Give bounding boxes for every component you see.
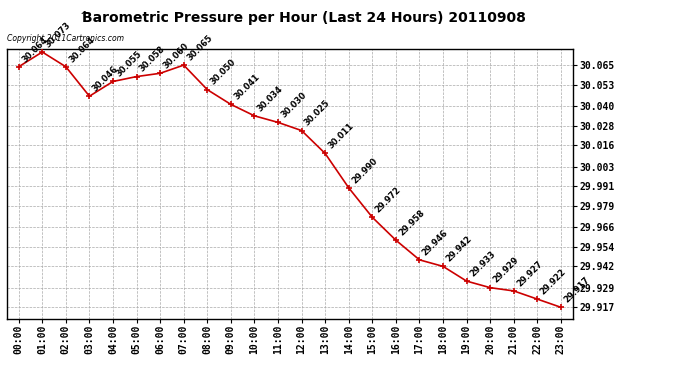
Text: 30.058: 30.058 [138, 45, 167, 74]
Text: 30.034: 30.034 [256, 84, 285, 113]
Text: 30.011: 30.011 [326, 122, 356, 151]
Text: 30.055: 30.055 [115, 50, 144, 79]
Text: 30.064: 30.064 [20, 35, 49, 64]
Text: ^: ^ [79, 11, 89, 21]
Text: 29.972: 29.972 [374, 185, 403, 214]
Text: 29.927: 29.927 [515, 259, 544, 288]
Text: 30.073: 30.073 [43, 20, 72, 49]
Text: 30.064: 30.064 [67, 35, 97, 64]
Text: 29.958: 29.958 [397, 208, 426, 237]
Text: 30.060: 30.060 [161, 42, 190, 70]
Text: 30.041: 30.041 [233, 72, 262, 102]
Text: 30.050: 30.050 [208, 58, 238, 87]
Text: 29.946: 29.946 [421, 228, 450, 257]
Text: 29.933: 29.933 [468, 249, 497, 278]
Text: 30.065: 30.065 [185, 33, 215, 62]
Text: 29.990: 29.990 [350, 156, 380, 185]
Text: Copyright 2011Cartronics.com: Copyright 2011Cartronics.com [7, 34, 124, 44]
Text: 30.025: 30.025 [303, 99, 332, 128]
Text: 29.917: 29.917 [562, 275, 591, 304]
Text: 29.942: 29.942 [444, 234, 473, 264]
Text: Barometric Pressure per Hour (Last 24 Hours) 20110908: Barometric Pressure per Hour (Last 24 Ho… [81, 11, 526, 25]
Text: 30.030: 30.030 [279, 91, 308, 120]
Text: 30.046: 30.046 [91, 64, 120, 93]
Text: 29.922: 29.922 [539, 267, 568, 296]
Text: 29.929: 29.929 [491, 256, 521, 285]
